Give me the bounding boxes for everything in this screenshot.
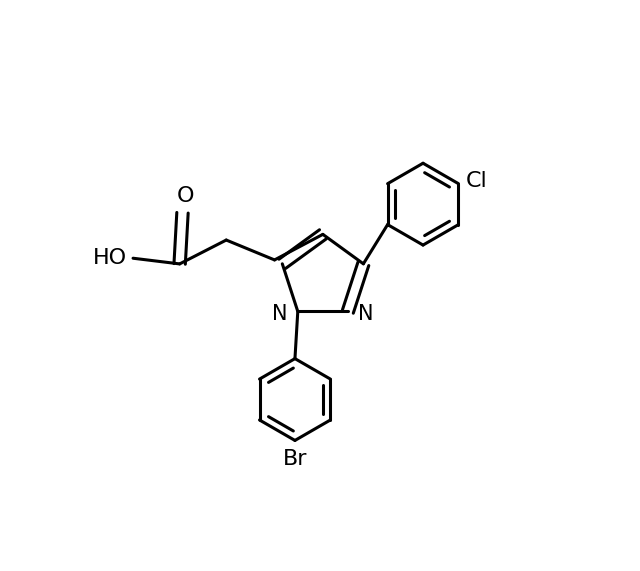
Text: Cl: Cl (465, 171, 487, 191)
Text: Br: Br (283, 449, 307, 469)
Text: O: O (177, 186, 194, 206)
Text: HO: HO (93, 248, 127, 268)
Text: N: N (358, 304, 374, 324)
Text: N: N (272, 304, 287, 324)
